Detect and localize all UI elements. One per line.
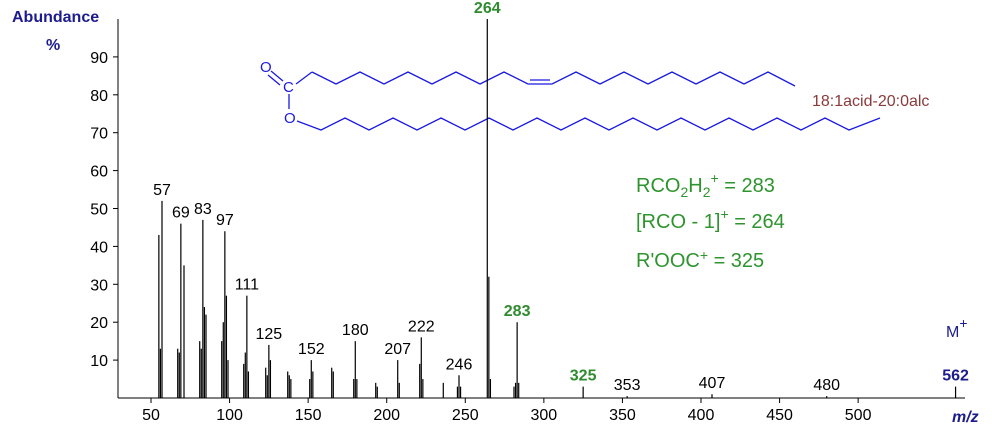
peak-label: 246 [446,356,473,373]
peak-label: 152 [298,341,325,358]
acyl-chain [311,71,796,87]
formula-sub: 2 [680,184,688,200]
compound-label: 18:1acid-20:0alc [812,93,929,110]
peak-label: 69 [172,205,190,222]
x-tick-label: 150 [295,407,322,424]
peak-label: 283 [504,303,531,320]
x-tick-label: 400 [688,407,715,424]
molecular-ion-label: M+ [946,315,968,341]
y-axis-title: Abundance [12,9,99,26]
formula-part: = 325 [708,250,764,272]
atom-label: O [260,59,272,76]
x-tick-label: 200 [373,407,400,424]
formula-part: [RCO - 1] [636,211,720,233]
peak-label: 325 [570,368,597,385]
formula-part: = 264 [729,211,785,233]
formula: R'OOC+ = 325 [636,247,764,272]
molecular-ion-charge: + [959,315,967,331]
x-tick-label: 100 [216,407,243,424]
formula-part: H [688,175,702,197]
formula-sup: + [720,206,728,222]
peak-label: 111 [235,277,259,294]
peak-label: 407 [699,375,726,392]
formula-sup: + [700,247,708,263]
molecular-ion-text: M [946,324,959,341]
formula: RCO2H2+ = 283 [636,170,775,200]
x-tick-label: 300 [531,407,558,424]
formula-part: = 283 [719,175,775,197]
peak-label: 207 [384,341,411,358]
y-tick-label: 80 [90,88,108,105]
peak-label: 222 [408,318,435,335]
y-tick-label: 30 [90,277,108,294]
y-tick-label: 20 [90,315,108,332]
bond [267,74,281,86]
bond [270,70,284,82]
alkyl-chain [296,117,881,131]
x-tick-label: 50 [142,407,160,424]
y-tick-label: 60 [90,164,108,181]
x-tick-label: 450 [766,407,793,424]
peak-label: 57 [153,182,171,199]
y-axis-unit: % [46,37,60,54]
y-tick-label: 10 [90,353,108,370]
x-tick-label: 250 [452,407,479,424]
formula-part: R'OOC [636,250,700,272]
atom-label: C [283,79,294,96]
peak-label: 562 [942,368,969,385]
x-axis-title: m/z [952,409,979,426]
y-tick-label: 50 [90,202,108,219]
y-tick-label: 40 [90,239,108,256]
y-tick-label: 70 [90,126,108,143]
x-tick-label: 350 [609,407,636,424]
y-tick-label: 90 [90,50,108,67]
peak-label: 353 [614,377,641,394]
formula-part: RCO [636,175,680,197]
peak-label: 125 [256,326,283,343]
peak-label: 264 [474,0,501,17]
formula-sup: + [711,170,719,186]
peak-label: 180 [342,322,369,339]
bond [295,71,313,85]
formula-sub: 2 [703,184,711,200]
peak-label: 97 [216,212,234,229]
formula: [RCO - 1]+ = 264 [636,206,785,233]
peak-label: 83 [194,201,212,218]
x-tick-label: 500 [845,407,872,424]
peak-label: 480 [813,377,840,394]
structure: O C O [260,59,881,131]
atom-label: O [284,110,296,127]
